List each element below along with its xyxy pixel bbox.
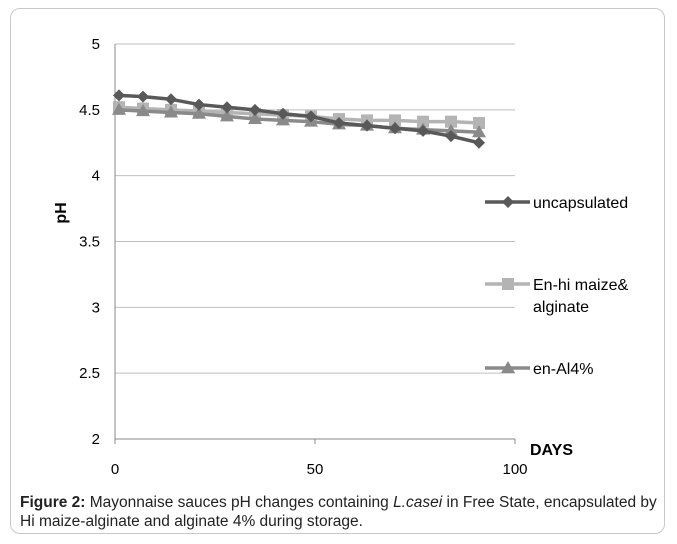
legend: uncapsulated En-hi maize& alginate en-Al4%	[485, 195, 628, 378]
tick-labels: 22.533.544.550 50 100	[79, 36, 527, 478]
series-2-point-13	[472, 125, 486, 138]
gridlines	[115, 43, 515, 440]
series-0-point-1	[137, 90, 149, 103]
series-1-point-12	[445, 115, 457, 128]
series-layer	[112, 89, 486, 149]
series-0-point-12	[445, 130, 457, 143]
series-0-point-6	[277, 107, 289, 120]
x-tick-label-0: 0	[111, 461, 119, 478]
series-0-point-0	[113, 89, 125, 102]
series-1-point-11	[417, 115, 429, 128]
series-0-point-5	[249, 103, 261, 116]
series-0-point-9	[361, 119, 373, 132]
legend-label-2: en-Al4%	[533, 361, 593, 378]
legend-marker-2	[501, 361, 515, 373]
legend-marker-0	[502, 196, 514, 208]
x-tick-label-1: 50	[307, 461, 324, 478]
x-axis-label: DAYS	[530, 442, 573, 459]
series-2-point-5	[248, 112, 262, 125]
legend-label-0: uncapsulated	[533, 195, 628, 212]
y-tick-label-3: 3.5	[79, 234, 100, 251]
y-tick-label-1: 2.5	[79, 365, 100, 382]
legend-marker-1	[502, 278, 514, 290]
series-0	[113, 89, 485, 149]
y-tick-label-6: 5	[92, 36, 100, 53]
legend-entry-1: En-hi maize& alginate	[485, 277, 628, 316]
series-0-point-3	[193, 98, 205, 111]
series-0-point-7	[305, 110, 317, 123]
series-2-point-3	[192, 106, 206, 119]
series-0-point-4	[221, 101, 233, 114]
caption-label: Figure 2:	[20, 494, 86, 511]
y-tick-label-2: 3	[92, 299, 100, 316]
legend-entry-2: en-Al4%	[485, 361, 593, 378]
legend-label-0-line-0: uncapsulated	[533, 195, 628, 212]
series-0-point-13	[473, 136, 485, 149]
caption-text-a: Mayonnaise sauces pH changes containing	[85, 494, 394, 511]
figure-caption: Figure 2: Mayonnaise sauces pH changes c…	[20, 493, 660, 531]
y-axis-label: pH	[53, 202, 70, 223]
series-2-point-4	[220, 109, 234, 122]
caption-organism: L.casei	[393, 494, 443, 511]
series-0-point-11	[417, 124, 429, 137]
legend-label-2-line-0: en-Al4%	[533, 361, 593, 378]
series-2-point-0	[112, 102, 126, 115]
legend-label-1-line-1: alginate	[533, 299, 589, 316]
series-0-point-2	[165, 93, 177, 106]
series-2-point-12	[444, 123, 458, 136]
y-tick-label-0: 2	[92, 431, 100, 448]
legend-label-1-line-0: En-hi maize&	[533, 277, 628, 294]
series-1-point-13	[473, 117, 485, 129]
series-2-point-2	[164, 105, 178, 118]
series-0-point-8	[333, 117, 345, 129]
x-tick-label-2: 100	[502, 461, 527, 478]
legend-entry-0: uncapsulated	[485, 195, 628, 212]
y-tick-label-5: 4.5	[79, 102, 100, 119]
series-1-point-10	[389, 114, 401, 127]
series-2-point-1	[136, 104, 150, 117]
legend-label-1: En-hi maize& alginate	[533, 277, 628, 316]
series-0-point-10	[389, 122, 401, 135]
y-tick-label-4: 4	[92, 168, 100, 185]
caption-text-b: in Free State, encapsulated by Hi maize-…	[20, 494, 657, 530]
